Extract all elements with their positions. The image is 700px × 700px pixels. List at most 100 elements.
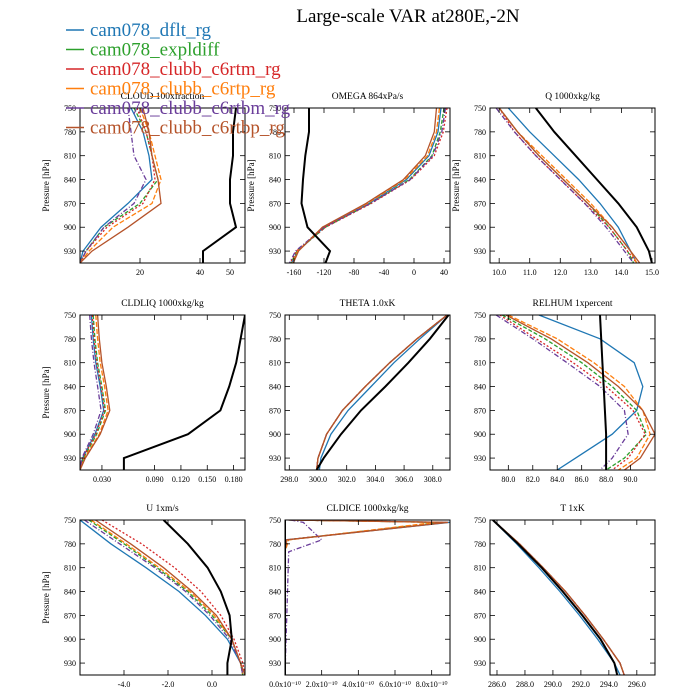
x-tick-label: 298.0 [280, 475, 298, 484]
y-tick-label: 810 [269, 564, 281, 573]
y-tick-label: 870 [269, 199, 281, 208]
y-tick-label: 930 [64, 659, 76, 668]
x-tick-label: -4.0 [118, 680, 131, 689]
legend-entry: cam078_clubb_c6rtbp_rg [90, 118, 285, 139]
obs-line [492, 520, 619, 675]
y-tick-label: 810 [64, 564, 76, 573]
plot-frame [79, 314, 246, 471]
series-line-cam078_clubb_c6rtbm_rg [288, 108, 447, 263]
panel-title: RELHUM 1xpercent [533, 299, 613, 309]
panel-title: CLOUD 100xfraction [121, 91, 205, 102]
obs-line [300, 108, 332, 263]
series-line-cam078_dflt_rg [80, 108, 153, 263]
panel-title: Q 1000xkg/kg [545, 92, 600, 102]
panel-title: T 1xK [560, 504, 585, 514]
y-tick-label: 840 [64, 588, 76, 597]
series-group [315, 315, 450, 470]
x-tick-label: 0.090 [146, 475, 164, 484]
series-line-cam078_clubb_c6rtp_rg [492, 520, 625, 675]
y-tick-label: 810 [64, 359, 76, 368]
y-tick-label: 840 [474, 176, 486, 185]
panel-3: Q 1000xkg/kg Pressure [hPa] 750 780 810 840 87… [451, 92, 659, 277]
y-tick-label: 840 [269, 383, 281, 392]
x-tick-label: 0.0 [207, 680, 217, 689]
plot-frame [284, 314, 451, 471]
series-line-cam078_clubb_c6rtp_rg [285, 520, 436, 675]
panels: CLOUD 100xfraction Pressure [hPa] 750 780 81… [41, 91, 659, 689]
series-line-cam078_clubb_c6rtbm_rg [315, 315, 448, 470]
y-tick-label: 810 [474, 564, 486, 573]
series-line-cam078_dflt_rg [538, 315, 644, 470]
series-line-cam078_dflt_rg [492, 520, 621, 675]
x-tick-label: 300.0 [309, 475, 327, 484]
y-axis-label: Pressure [hPa] [41, 366, 51, 418]
legend-entry: cam078_dflt_rg [90, 20, 212, 41]
y-axis-label: Pressure [hPa] [246, 159, 256, 211]
panel-8: CLDICE 1000xkg/kg 750 780 810 840 870 900 930 0.… [269, 504, 451, 689]
series-line-cam078_clubb_c6rtbp_rg [80, 315, 111, 470]
series-line-cam078_clubb_c6rtbm_rg [80, 108, 147, 263]
y-tick-label: 930 [269, 454, 281, 463]
series-line-cam078_clubb_c6rtbp_rg [95, 520, 245, 675]
obs-line [315, 315, 450, 470]
x-tick-label: 40 [440, 268, 448, 277]
panel-title: THETA 1.0xK [340, 299, 396, 309]
plot-frame [284, 107, 451, 264]
x-tick-label: 86.0 [575, 475, 589, 484]
series-line-cam078_expldiff [285, 520, 441, 675]
y-tick-label: 780 [269, 540, 281, 549]
x-tick-label: 80.0 [501, 475, 515, 484]
y-tick-label: 930 [64, 247, 76, 256]
y-tick-label: 750 [269, 311, 281, 320]
obs-line [202, 108, 238, 263]
series-line-cam078_clubb_c6rtm_rg [498, 108, 638, 263]
series-line-cam078_clubb_c6rtbm_rg [285, 520, 323, 675]
series-group [492, 520, 625, 675]
series-line-cam078_dflt_rg [80, 520, 244, 675]
y-tick-label: 780 [474, 540, 486, 549]
series-line-cam078_clubb_c6rtm_rg [315, 315, 448, 470]
y-tick-label: 840 [474, 383, 486, 392]
series-line-cam078_expldiff [492, 520, 625, 675]
series-line-cam078_expldiff [315, 315, 448, 470]
x-tick-label: 286.0 [488, 680, 506, 689]
x-tick-label: 296.0 [628, 680, 646, 689]
y-tick-label: 750 [269, 104, 281, 113]
y-tick-label: 870 [64, 611, 76, 620]
x-tick-label: 40 [196, 268, 204, 277]
plot-frame [489, 519, 656, 676]
x-tick-label: 0.180 [225, 475, 243, 484]
y-tick-label: 870 [64, 406, 76, 415]
legend-entry: cam078_clubb_c6rtbm_rg [90, 98, 291, 119]
x-tick-label: 292.0 [572, 680, 590, 689]
y-tick-label: 900 [269, 223, 281, 232]
x-tick-label: -40 [379, 268, 390, 277]
y-tick-label: 900 [64, 635, 76, 644]
y-tick-label: 930 [269, 659, 281, 668]
panel-6: RELHUM 1xpercent 750 780 810 840 870 900 930 80.… [474, 299, 656, 484]
y-tick-label: 840 [64, 383, 76, 392]
x-tick-label: 8.0x10⁻¹⁰ [416, 680, 448, 689]
y-tick-label: 810 [269, 359, 281, 368]
x-tick-label: 0.150 [198, 475, 216, 484]
panel-9: T 1xK 750 780 810 840 870 900 930 286.0 288.0 290.… [474, 504, 656, 689]
y-tick-label: 780 [269, 335, 281, 344]
y-tick-label: 750 [474, 311, 486, 320]
y-tick-label: 870 [474, 406, 486, 415]
x-tick-label: 13.0 [584, 268, 598, 277]
x-tick-label: 6.0x10⁻¹⁰ [379, 680, 411, 689]
series-line-cam078_dflt_rg [285, 520, 450, 675]
series-line-cam078_clubb_c6rtp_rg [498, 108, 638, 263]
x-tick-label: -160 [287, 268, 302, 277]
y-tick-label: 810 [474, 152, 486, 161]
y-tick-label: 810 [269, 152, 281, 161]
figure-title: Large-scale VAR at280E,-2N [296, 6, 519, 27]
x-tick-label: 84.0 [550, 475, 564, 484]
y-tick-label: 750 [474, 516, 486, 525]
series-line-cam078_clubb_c6rtbp_rg [285, 520, 449, 675]
y-tick-label: 840 [64, 176, 76, 185]
x-tick-label: 15.0 [645, 268, 659, 277]
series-line-cam078_clubb_c6rtbp_rg [315, 315, 448, 470]
series-line-cam078_clubb_c6rtbm_rg [84, 520, 244, 675]
series-line-cam078_clubb_c6rtm_rg [80, 108, 156, 263]
